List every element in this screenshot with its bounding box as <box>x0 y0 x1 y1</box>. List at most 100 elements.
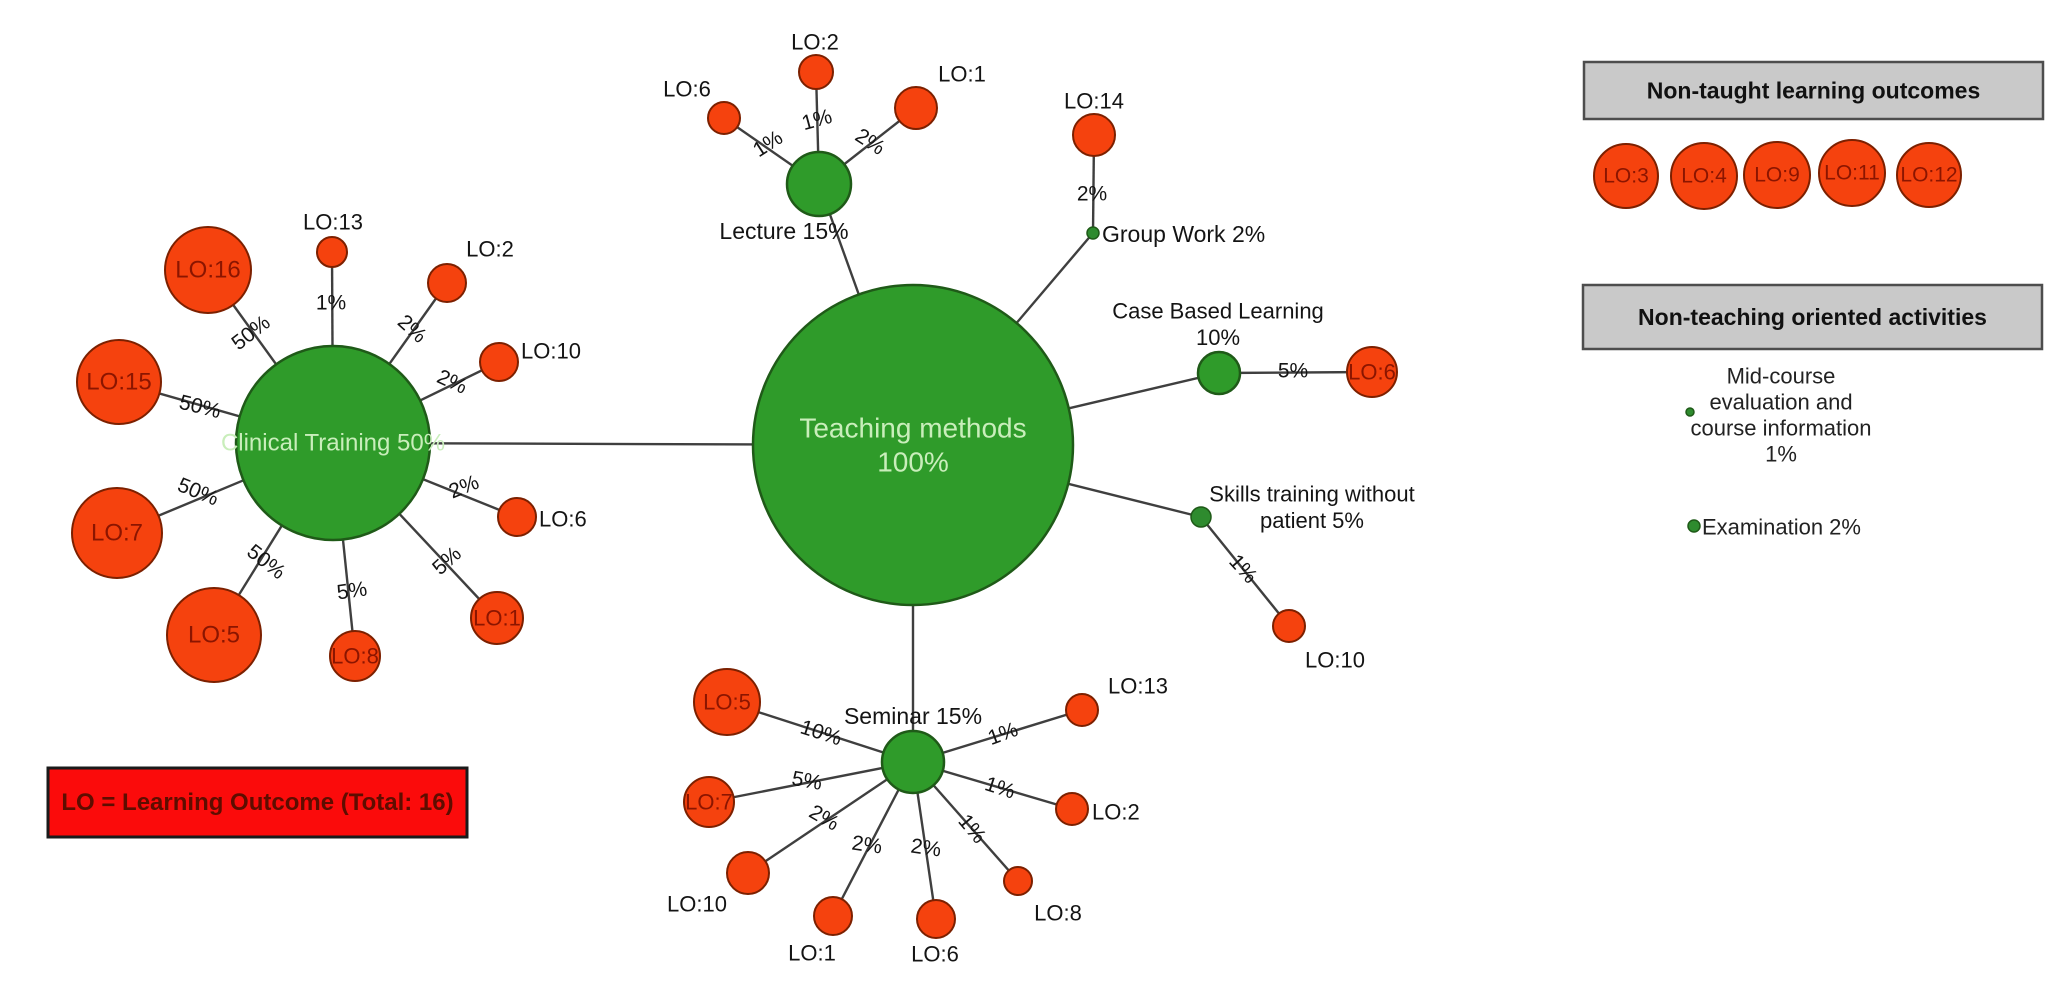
node-lo15-clinical <box>76 339 162 425</box>
node-lo8-seminar-label: LO:8 <box>1034 901 1082 926</box>
node-skills-training-label: patient 5% <box>1260 508 1364 533</box>
node-teaching-label: Teaching methods <box>799 413 1026 444</box>
node-seminar <box>880 729 946 795</box>
node-lo2-lecture <box>798 54 834 90</box>
edge-label-clinical-lo15-clinical: 50% <box>177 391 223 423</box>
edge-label-clinical-lo1-clinical: 5% <box>428 542 466 579</box>
node-skills-training-label: Skills training without <box>1209 482 1414 507</box>
edge-seminar-lo10-seminar <box>747 761 914 874</box>
node-lo5-clinical-label: LO:5 <box>188 622 240 649</box>
node-lo10-skills-label: LO:10 <box>1305 648 1365 673</box>
node-lo10-skills <box>1272 609 1306 643</box>
panel-lo-circle-label: LO:12 <box>1900 164 1957 187</box>
node-lo7-clinical-label: LO:7 <box>91 520 143 547</box>
node-lo5-seminar-label: LO:5 <box>703 690 751 715</box>
panel-lo-circle-label: LO:3 <box>1603 165 1649 188</box>
node-lo7-seminar <box>683 776 735 828</box>
node-lo14-group-work <box>1072 113 1116 157</box>
node-lo2-clinical <box>427 263 467 303</box>
edge-label-clinical-lo6-clinical: 2% <box>446 471 483 504</box>
panel-item-text: course information <box>1691 416 1872 441</box>
node-lo10-clinical <box>479 342 519 382</box>
node-case-based-label: Case Based Learning <box>1112 299 1324 324</box>
edge-skills-training-lo10-skills <box>1200 516 1290 627</box>
node-lo6-clinical-label: LO:6 <box>539 507 587 532</box>
node-lo13-seminar <box>1065 693 1099 727</box>
node-lo1-seminar <box>813 896 853 936</box>
edge-label-seminar-lo5-seminar: 10% <box>797 716 844 751</box>
node-lo1-lecture <box>894 86 938 130</box>
panel-item-text: evaluation and <box>1709 390 1852 415</box>
panel-lo-circle-LO:3 <box>1593 143 1659 209</box>
node-lo6-clinical <box>497 497 537 537</box>
node-case-based <box>1196 350 1242 396</box>
node-skills-training <box>1190 506 1212 528</box>
node-lo7-seminar-label: LO:7 <box>685 790 733 815</box>
panel-lo-circle-label: LO:11 <box>1824 162 1880 185</box>
panel-item-text: Mid-course <box>1727 364 1836 389</box>
node-lo10-seminar-label: LO:10 <box>667 892 727 917</box>
edge-label-case-based-lo6-case-based: 5% <box>1278 360 1308 383</box>
panel-title-non-taught: Non-taught learning outcomes <box>1647 78 1981 104</box>
node-lo10-seminar <box>726 851 770 895</box>
panel-header-non-teaching <box>1581 283 2044 351</box>
node-lo6-case-based <box>1346 346 1398 398</box>
node-lo6-seminar <box>916 899 956 939</box>
legend-label: LO = Learning Outcome (Total: 16) <box>61 789 453 816</box>
edge-label-seminar-lo13-seminar: 1% <box>985 718 1021 750</box>
edge-label-clinical-lo8-clinical: 5% <box>335 577 368 604</box>
node-lo2-clinical-label: LO:2 <box>466 237 514 262</box>
node-lo5-seminar <box>693 668 761 736</box>
node-clinical-label: Clinical Training 50% <box>221 430 445 457</box>
node-lo6-lecture-label: LO:6 <box>663 77 711 102</box>
panel-title-non-teaching: Non-teaching oriented activities <box>1638 304 1987 330</box>
panel-item-text: Examination 2% <box>1702 515 1861 540</box>
node-lo1-lecture-label: LO:1 <box>938 62 986 87</box>
node-lo8-seminar <box>1003 866 1033 896</box>
panel-lo-circle-LO:12 <box>1896 142 1962 208</box>
edge-label-lecture-lo2-lecture: 1% <box>799 105 834 135</box>
edge-label-seminar-lo7-seminar: 5% <box>790 767 824 795</box>
edge-label-seminar-lo6-seminar: 2% <box>909 834 942 861</box>
edge-label-seminar-lo1-seminar: 2% <box>850 831 883 858</box>
node-lo16-clinical-label: LO:16 <box>175 257 240 284</box>
node-lo10-clinical-label: LO:10 <box>521 339 581 364</box>
panel-header-non-taught <box>1582 60 2045 121</box>
node-lo8-clinical <box>329 630 381 682</box>
panel-item-dot-1 <box>1687 519 1701 533</box>
panel-lo-circle-label: LO:9 <box>1754 164 1800 187</box>
edge-seminar-lo7-seminar <box>708 760 914 804</box>
node-lo13-seminar-label: LO:13 <box>1108 674 1168 699</box>
node-lo5-clinical <box>166 587 262 683</box>
node-lo16-clinical <box>164 226 252 314</box>
node-lo6-case-based-label: LO:6 <box>1348 360 1396 385</box>
panel-lo-circle-LO:11 <box>1818 139 1886 207</box>
node-teaching-label: 100% <box>877 446 949 477</box>
node-seminar-label: Seminar 15% <box>844 703 982 729</box>
edge-label-skills-training-lo10-skills: 1% <box>1224 550 1261 588</box>
node-lo1-clinical-label: LO:1 <box>473 606 521 631</box>
edge-label-clinical-lo13-clinical: 1% <box>316 292 346 315</box>
node-lo1-seminar-label: LO:1 <box>788 941 836 966</box>
node-group-work-label: Group Work 2% <box>1102 221 1265 247</box>
panel-lo-circle-LO:4 <box>1670 142 1738 210</box>
node-lo2-lecture-label: LO:2 <box>791 30 839 55</box>
node-lo13-clinical-label: LO:13 <box>303 210 363 235</box>
edge-label-group-work-lo14-group-work: 2% <box>1077 183 1107 206</box>
node-lo14-group-work-label: LO:14 <box>1064 89 1124 114</box>
node-lo6-seminar-label: LO:6 <box>911 942 959 967</box>
node-lo13-clinical <box>316 236 348 268</box>
node-lo1-clinical <box>470 591 524 645</box>
panel-lo-circle-label: LO:4 <box>1681 165 1727 188</box>
edge-label-clinical-lo2-clinical: 2% <box>393 310 431 347</box>
node-lecture <box>785 150 853 218</box>
node-lo2-seminar <box>1055 792 1089 826</box>
node-lo2-seminar-label: LO:2 <box>1092 800 1140 825</box>
edge-label-clinical-lo10-clinical: 2% <box>433 365 470 399</box>
node-teaching <box>751 283 1075 607</box>
node-case-based-label: 10% <box>1196 325 1240 350</box>
panel-lo-circle-LO:9 <box>1743 141 1811 209</box>
node-lecture-label: Lecture 15% <box>719 218 848 244</box>
